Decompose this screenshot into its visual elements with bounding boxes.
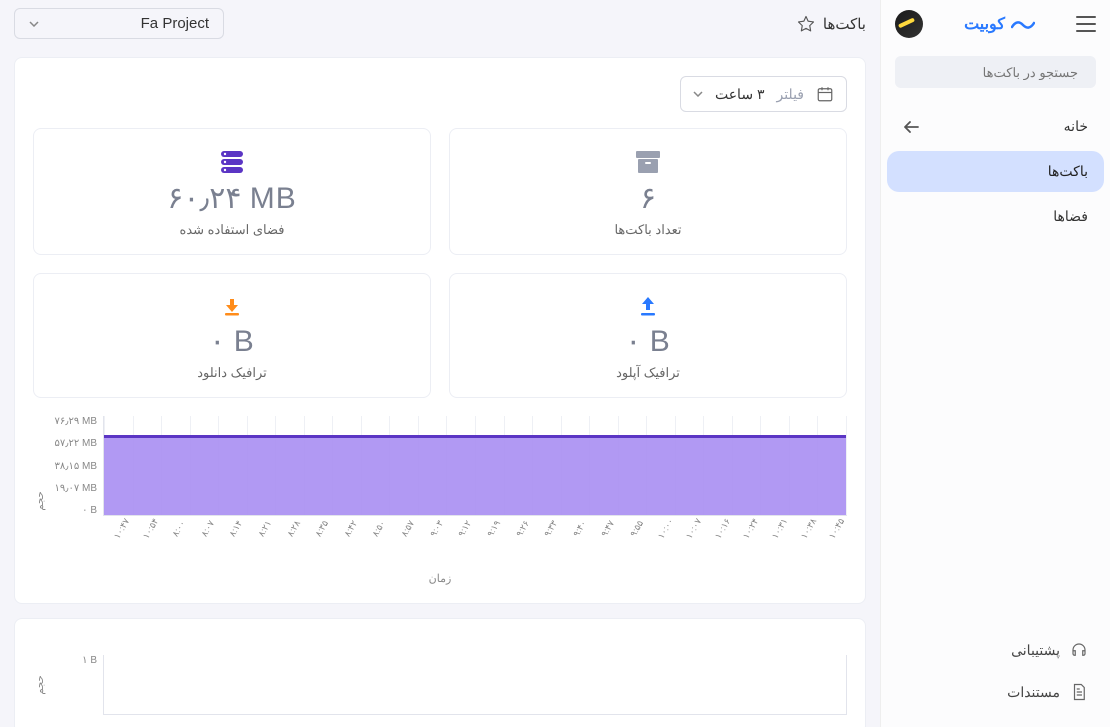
- download-icon: [220, 294, 244, 318]
- stat-buckets-count: ۶ تعداد باکت‌ها: [449, 128, 847, 255]
- nav-home[interactable]: خانه: [887, 106, 1104, 147]
- stat-value: ۰ B: [44, 324, 420, 359]
- nav-label: خانه: [1064, 118, 1088, 135]
- archive-icon: [634, 149, 662, 175]
- stat-upload: ۰ B ترافیک آپلود: [449, 273, 847, 398]
- page-title-wrap: باکت‌ها: [797, 15, 866, 33]
- stat-label: ترافیک آپلود: [460, 365, 836, 381]
- docs-label: مستندات: [1007, 684, 1060, 701]
- storage-icon: [218, 149, 246, 175]
- nav-buckets[interactable]: باکت‌ها: [887, 151, 1104, 192]
- chart-plot: [103, 416, 847, 516]
- y-axis-title: حجم: [35, 675, 46, 694]
- docs-link[interactable]: مستندات: [887, 671, 1104, 713]
- brand-logo[interactable]: کوبیت: [964, 14, 1035, 34]
- stat-label: تعداد باکت‌ها: [460, 222, 836, 238]
- star-icon[interactable]: [797, 15, 815, 33]
- dashboard-panel: فیلتر ۳ ساعت ۶ تعداد باکت‌ها: [14, 57, 866, 604]
- main-content: باکت‌ها Fa Project فیلتر ۳ ساعت: [0, 0, 880, 727]
- sidebar: کوبیت خانه باکت‌ها فضاها: [880, 0, 1110, 727]
- nav-label: باکت‌ها: [1048, 163, 1088, 180]
- stat-used-space: ۶۰٫۲۴ MB فضای استفاده شده: [33, 128, 431, 255]
- brand-name: کوبیت: [964, 14, 1005, 34]
- time-filter[interactable]: فیلتر ۳ ساعت: [680, 76, 847, 112]
- y-axis-title: حجم: [35, 491, 46, 510]
- stat-label: ترافیک دانلود: [44, 365, 420, 381]
- search-input[interactable]: [902, 65, 1078, 80]
- calendar-icon: [816, 85, 834, 103]
- menu-toggle[interactable]: [1076, 16, 1096, 32]
- traffic-chart: حجم ۱ B: [33, 655, 847, 715]
- page-title: باکت‌ها: [823, 15, 866, 33]
- nav-label: فضاها: [1053, 208, 1088, 225]
- stat-download: ۰ B ترافیک دانلود: [33, 273, 431, 398]
- wave-icon: [1011, 17, 1035, 31]
- main-nav: خانه باکت‌ها فضاها: [881, 96, 1110, 619]
- filter-label: فیلتر: [776, 86, 804, 103]
- document-icon: [1070, 683, 1088, 701]
- caret-down-icon: [29, 21, 39, 27]
- stat-value: ۶۰٫۲۴ MB: [44, 181, 420, 216]
- upload-icon: [636, 294, 660, 318]
- support-label: پشتیبانی: [1011, 642, 1060, 659]
- nav-spaces[interactable]: فضاها: [887, 196, 1104, 237]
- project-name: Fa Project: [141, 15, 209, 32]
- filter-value: ۳ ساعت: [715, 86, 765, 103]
- caret-down-icon: [693, 91, 703, 97]
- x-axis-title: زمان: [33, 572, 847, 585]
- project-selector[interactable]: Fa Project: [14, 8, 224, 39]
- storage-chart: حجم ۷۶٫۲۹ MB۵۷٫۲۲ MB۳۸٫۱۵ MB۱۹٫۰۷ MB۰ B …: [33, 416, 847, 585]
- traffic-chart-panel: حجم ۱ B: [14, 618, 866, 727]
- support-link[interactable]: پشتیبانی: [887, 629, 1104, 671]
- topbar: باکت‌ها Fa Project: [0, 0, 880, 47]
- stat-label: فضای استفاده شده: [44, 222, 420, 238]
- search-box[interactable]: [895, 56, 1096, 88]
- arrow-left-icon: [903, 120, 919, 134]
- avatar[interactable]: [895, 10, 923, 38]
- stat-value: ۰ B: [460, 324, 836, 359]
- headset-icon: [1070, 641, 1088, 659]
- stat-value: ۶: [460, 181, 836, 216]
- chart-plot: [103, 655, 847, 715]
- x-axis: ۱۰:۴۷۱۰:۵۴۸:۰۰۸:۰۷۸:۱۴۸:۲۱۸:۲۸۸:۳۵۸:۴۲۸:…: [103, 516, 847, 566]
- sidebar-footer: پشتیبانی مستندات: [881, 619, 1110, 727]
